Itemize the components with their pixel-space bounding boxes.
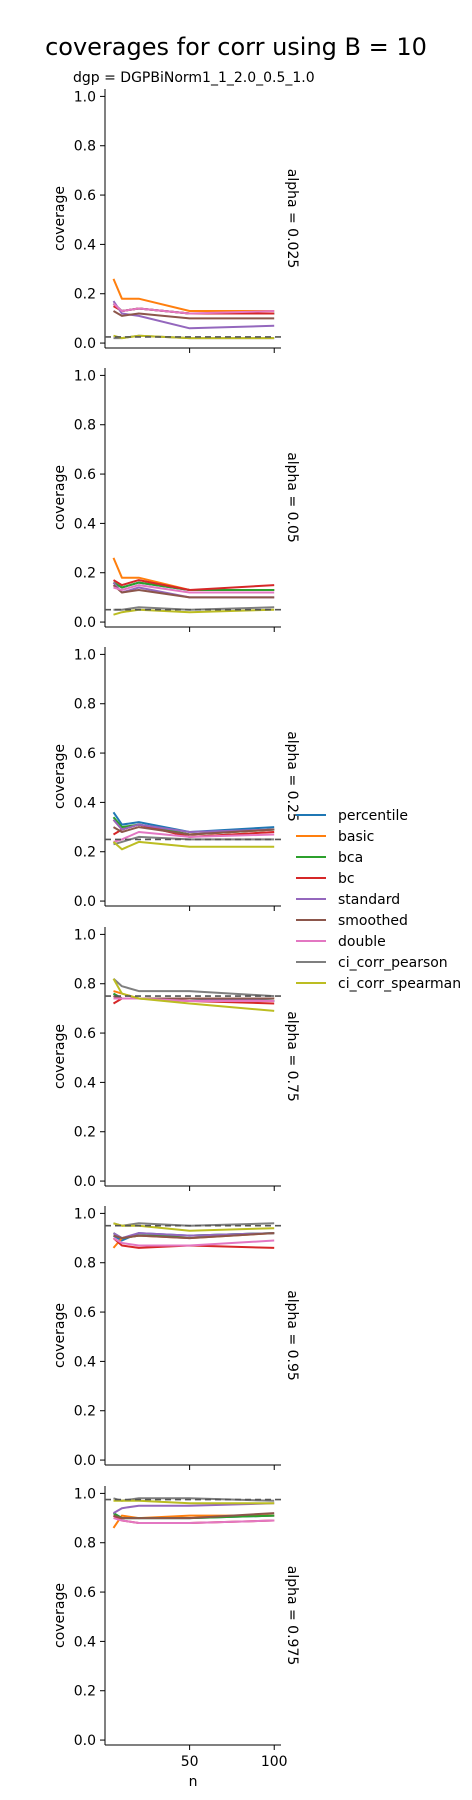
y-tick-label: 0.2 bbox=[74, 1684, 96, 1700]
chart-subtitle: dgp = DGPBiNorm1_1_2.0_0.5_1.0 bbox=[73, 70, 315, 86]
series-line-smoothed bbox=[113, 1232, 275, 1240]
facet-label: alpha = 0.025 bbox=[284, 169, 300, 269]
y-tick-label: 0.4 bbox=[74, 1354, 96, 1370]
series-line-smoothed bbox=[112, 826, 275, 836]
panel: 0.0 0.2 0.4 0.6 0.8 1.0 coverage alpha = 0.025 bbox=[52, 89, 300, 353]
legend-label: basic bbox=[338, 829, 374, 845]
y-tick-label: 0.2 bbox=[74, 1404, 96, 1420]
y-tick-label: 1.0 bbox=[74, 647, 96, 663]
series-line-bca bbox=[112, 581, 275, 591]
y-tick-label: 0.4 bbox=[74, 1075, 96, 1091]
y-tick-label: 0.2 bbox=[74, 566, 96, 582]
series-line-ci_corr_spearman bbox=[113, 1499, 275, 1505]
y-axis-label: coverage bbox=[52, 186, 68, 251]
y-tick-label: 0.6 bbox=[74, 746, 96, 762]
series-line-ci_corr_spearman bbox=[112, 978, 275, 1012]
series-line-double bbox=[112, 302, 275, 315]
y-tick-label: 0.4 bbox=[74, 1634, 96, 1650]
chart-title: coverages for corr using B = 10 bbox=[45, 33, 427, 61]
series-line-bc bbox=[112, 579, 275, 591]
y-tick-label: 0.8 bbox=[74, 977, 96, 993]
facet-label: alpha = 0.05 bbox=[284, 452, 300, 543]
series-line-standard bbox=[112, 819, 275, 833]
legend-label: ci_corr_pearson bbox=[338, 955, 448, 971]
legend: percentile basic bca bc standard smoothed doub… bbox=[296, 808, 461, 992]
panel: 0.0 0.2 0.4 0.6 0.8 1.0 coverage alpha = 0.25 bbox=[52, 647, 300, 911]
legend-label: percentile bbox=[338, 808, 408, 824]
y-tick-label: 0.6 bbox=[74, 1585, 96, 1601]
y-tick-label: 1.0 bbox=[74, 89, 96, 105]
series-line-double bbox=[112, 1237, 275, 1247]
facet-label: alpha = 0.975 bbox=[284, 1566, 300, 1666]
series-line-ci_corr_spearman bbox=[112, 840, 275, 851]
legend-label: double bbox=[338, 934, 386, 950]
y-tick-label: 0.0 bbox=[74, 336, 96, 352]
legend-label: standard bbox=[338, 892, 400, 908]
y-tick-label: 0.6 bbox=[74, 1305, 96, 1321]
y-tick-label: 0.0 bbox=[74, 1174, 96, 1190]
y-tick-label: 0.0 bbox=[74, 1733, 96, 1749]
legend-label: bca bbox=[338, 850, 363, 866]
y-tick-label: 0.0 bbox=[74, 615, 96, 631]
y-axis-label: coverage bbox=[52, 744, 68, 809]
y-tick-label: 0.4 bbox=[74, 237, 96, 253]
series-line-double bbox=[113, 831, 275, 843]
facet-label: alpha = 0.95 bbox=[284, 1290, 300, 1381]
series-line-percentile bbox=[112, 811, 275, 833]
y-axis-label: coverage bbox=[52, 1583, 68, 1648]
y-tick-label: 0.8 bbox=[74, 139, 96, 155]
series-line-double bbox=[113, 584, 275, 594]
y-tick-label: 1.0 bbox=[74, 927, 96, 943]
series-line-smoothed bbox=[113, 1512, 275, 1520]
y-tick-label: 0.4 bbox=[74, 516, 96, 532]
y-tick-label: 0.6 bbox=[74, 467, 96, 483]
facet-label: alpha = 0.25 bbox=[284, 731, 300, 822]
series-line-smoothed bbox=[112, 310, 275, 320]
series-line-bc bbox=[112, 1237, 275, 1249]
x-tick-label: 100 bbox=[261, 1754, 288, 1770]
y-axis-label: coverage bbox=[52, 1303, 68, 1368]
y-tick-label: 0.6 bbox=[74, 188, 96, 204]
y-tick-label: 0.0 bbox=[74, 1453, 96, 1469]
panel: 0.0 0.2 0.4 0.6 0.8 1.0 coverage alpha = 0.95 bbox=[52, 1206, 300, 1470]
x-axis-label: n bbox=[189, 1774, 198, 1790]
series-line-standard bbox=[112, 300, 275, 330]
legend-label: smoothed bbox=[338, 913, 408, 929]
y-tick-label: 1.0 bbox=[74, 1486, 96, 1502]
y-tick-label: 0.8 bbox=[74, 1536, 96, 1552]
y-tick-label: 0.8 bbox=[74, 697, 96, 713]
y-tick-label: 0.6 bbox=[74, 1026, 96, 1042]
legend-label: bc bbox=[338, 871, 355, 887]
y-axis-label: coverage bbox=[52, 465, 68, 530]
facet-label: alpha = 0.75 bbox=[284, 1011, 300, 1102]
y-tick-label: 0.2 bbox=[74, 287, 96, 303]
y-tick-label: 0.8 bbox=[74, 1256, 96, 1272]
panel: 0.0 0.2 0.4 0.6 0.8 1.0 50 100 coverage alpha = 0… bbox=[52, 1486, 300, 1770]
y-tick-label: 0.4 bbox=[74, 795, 96, 811]
y-tick-label: 1.0 bbox=[74, 368, 96, 384]
panel: 0.0 0.2 0.4 0.6 0.8 1.0 coverage alpha = 0.05 bbox=[52, 368, 300, 632]
legend-label: ci_corr_spearman bbox=[338, 976, 461, 992]
y-tick-label: 0.2 bbox=[74, 1125, 96, 1141]
y-tick-label: 0.8 bbox=[74, 418, 96, 434]
series-line-double bbox=[113, 1517, 275, 1524]
panel: 0.0 0.2 0.4 0.6 0.8 1.0 coverage alpha = 0.75 bbox=[52, 927, 300, 1191]
series-line-standard bbox=[112, 1502, 275, 1514]
y-axis-label: coverage bbox=[52, 1024, 68, 1089]
series-line-ci_corr_pearson bbox=[112, 978, 275, 998]
y-tick-label: 0.2 bbox=[74, 845, 96, 861]
x-tick-label: 50 bbox=[181, 1754, 199, 1770]
y-tick-label: 1.0 bbox=[74, 1206, 96, 1222]
series-line-basic bbox=[112, 278, 275, 312]
y-tick-label: 0.0 bbox=[74, 894, 96, 910]
